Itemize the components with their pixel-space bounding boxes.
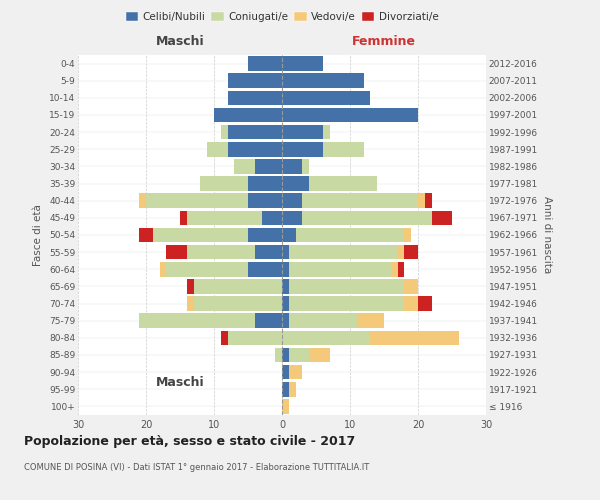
Bar — [160, 262, 166, 276]
Bar — [282, 245, 289, 260]
Bar — [282, 228, 296, 242]
Bar — [391, 262, 398, 276]
Text: Maschi: Maschi — [155, 376, 205, 389]
Bar — [309, 176, 377, 191]
Bar — [302, 159, 309, 174]
Bar — [248, 176, 282, 191]
Bar — [418, 194, 425, 208]
Bar — [262, 210, 282, 225]
Bar — [187, 279, 194, 293]
Bar — [139, 228, 153, 242]
Bar — [282, 159, 302, 174]
Bar — [357, 314, 384, 328]
Text: COMUNE DI POSINA (VI) - Dati ISTAT 1° gennaio 2017 - Elaborazione TUTTITALIA.IT: COMUNE DI POSINA (VI) - Dati ISTAT 1° ge… — [24, 462, 369, 471]
Bar — [221, 330, 227, 345]
Bar — [275, 348, 282, 362]
Bar — [282, 176, 309, 191]
Bar — [255, 314, 282, 328]
Bar — [221, 125, 227, 140]
Bar — [255, 245, 282, 260]
Bar — [404, 279, 418, 293]
Bar — [289, 262, 391, 276]
Legend: Celibi/Nubili, Coniugati/e, Vedovi/e, Divorziati/e: Celibi/Nubili, Coniugati/e, Vedovi/e, Di… — [121, 8, 443, 26]
Bar — [404, 296, 418, 311]
Bar — [289, 382, 296, 396]
Bar — [194, 279, 282, 293]
Bar — [166, 262, 248, 276]
Bar — [139, 314, 255, 328]
Bar — [282, 314, 289, 328]
Bar — [227, 330, 282, 345]
Bar — [282, 142, 323, 156]
Bar — [187, 296, 194, 311]
Y-axis label: Anni di nascita: Anni di nascita — [542, 196, 552, 274]
Text: Maschi: Maschi — [155, 35, 205, 48]
Bar — [398, 245, 404, 260]
Bar — [139, 194, 146, 208]
Bar — [282, 108, 418, 122]
Bar — [431, 210, 452, 225]
Bar — [282, 56, 323, 71]
Bar — [289, 245, 398, 260]
Bar — [282, 210, 302, 225]
Bar — [227, 90, 282, 105]
Bar — [282, 279, 289, 293]
Bar — [302, 210, 431, 225]
Bar — [227, 74, 282, 88]
Bar — [282, 262, 289, 276]
Bar — [227, 142, 282, 156]
Bar — [166, 245, 187, 260]
Bar — [323, 125, 329, 140]
Bar — [425, 194, 431, 208]
Bar — [282, 348, 289, 362]
Bar — [180, 210, 187, 225]
Bar — [187, 210, 262, 225]
Bar — [255, 159, 282, 174]
Bar — [282, 74, 364, 88]
Bar — [153, 228, 248, 242]
Bar — [282, 194, 302, 208]
Bar — [282, 399, 289, 413]
Bar — [289, 279, 404, 293]
Bar — [323, 142, 364, 156]
Bar — [302, 194, 418, 208]
Bar — [282, 330, 370, 345]
Bar — [187, 245, 255, 260]
Bar — [296, 228, 404, 242]
Bar — [309, 348, 329, 362]
Bar — [289, 314, 357, 328]
Y-axis label: Fasce di età: Fasce di età — [34, 204, 43, 266]
Bar — [248, 194, 282, 208]
Bar — [227, 125, 282, 140]
Bar — [418, 296, 431, 311]
Bar — [289, 296, 404, 311]
Bar — [289, 348, 309, 362]
Bar — [282, 382, 289, 396]
Bar — [282, 125, 323, 140]
Bar — [404, 245, 418, 260]
Bar — [404, 228, 411, 242]
Bar — [282, 90, 370, 105]
Bar — [289, 365, 302, 380]
Bar — [235, 159, 255, 174]
Bar — [146, 194, 248, 208]
Bar — [398, 262, 404, 276]
Bar — [248, 262, 282, 276]
Bar — [370, 330, 459, 345]
Text: Femmine: Femmine — [352, 35, 416, 48]
Bar — [207, 142, 227, 156]
Bar — [200, 176, 248, 191]
Bar — [248, 56, 282, 71]
Bar — [282, 296, 289, 311]
Bar — [248, 228, 282, 242]
Bar — [194, 296, 282, 311]
Bar — [214, 108, 282, 122]
Text: Popolazione per età, sesso e stato civile - 2017: Popolazione per età, sesso e stato civil… — [24, 435, 355, 448]
Bar — [282, 365, 289, 380]
